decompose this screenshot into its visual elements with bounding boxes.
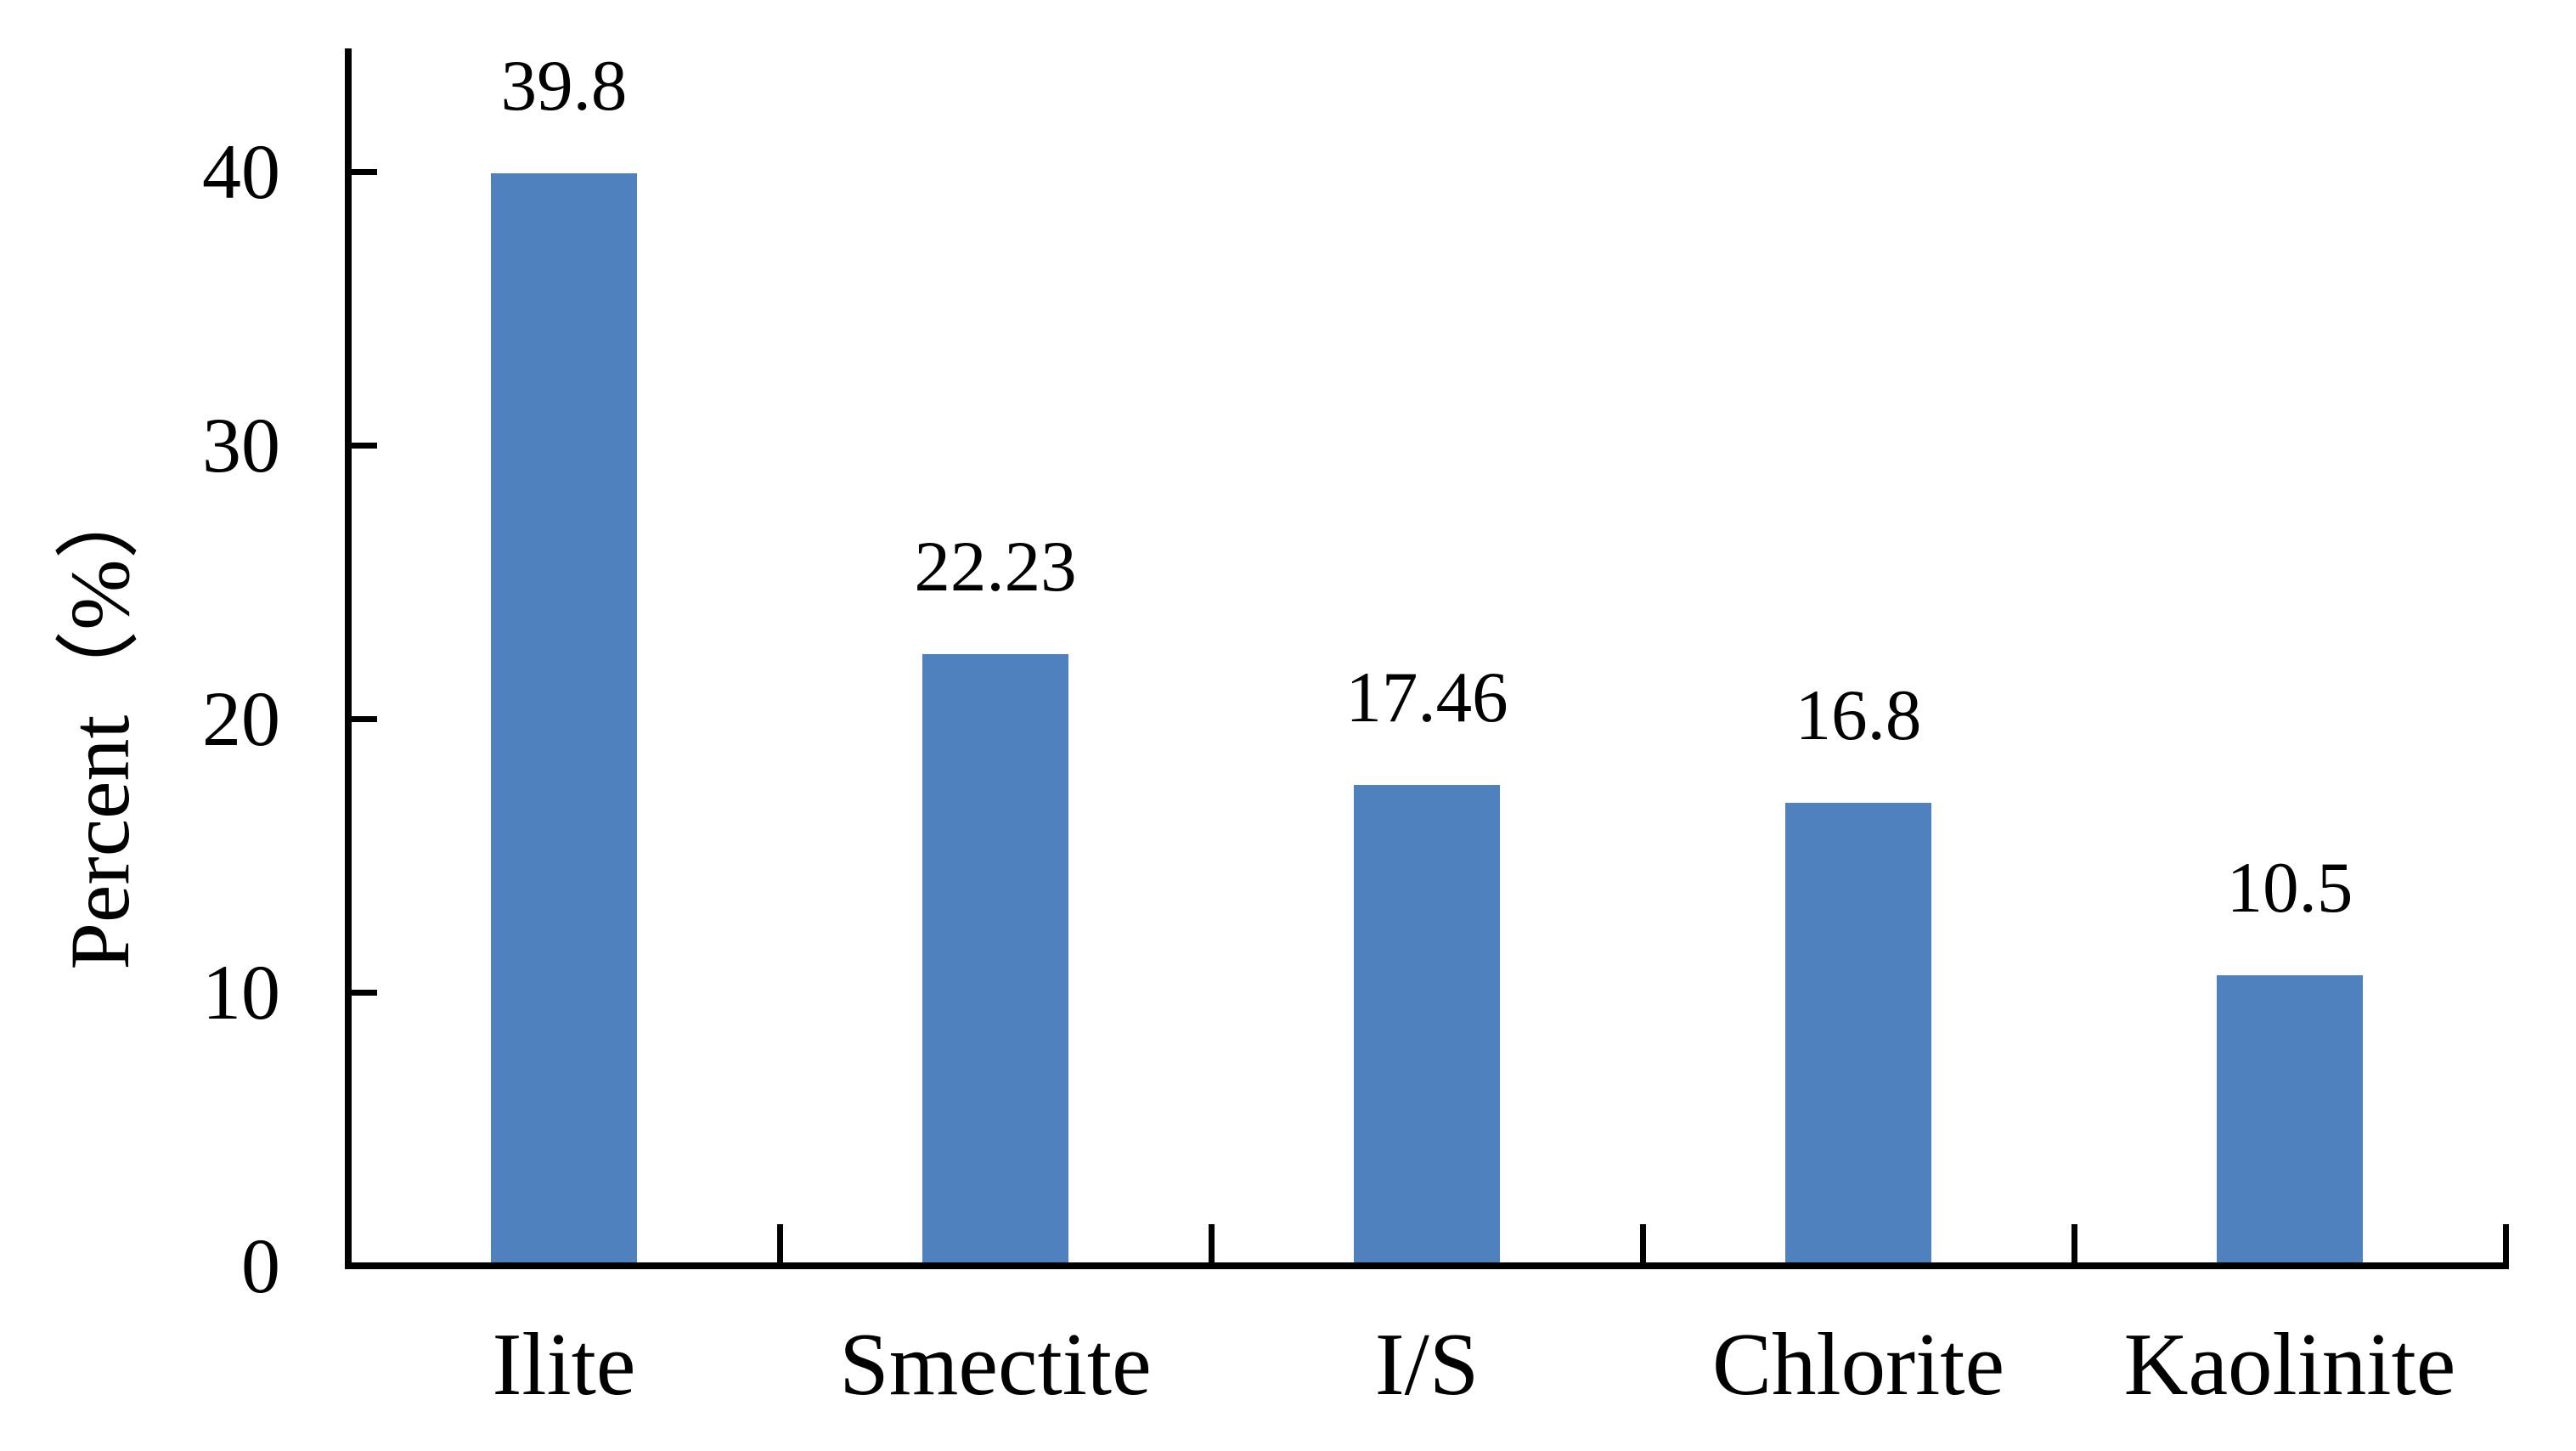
x-axis-tick — [1208, 1224, 1215, 1262]
y-axis-tick — [352, 715, 377, 722]
x-category-label: Kaolinite — [2123, 1314, 2456, 1414]
y-axis-line — [345, 48, 352, 1269]
x-axis-line — [345, 1262, 2509, 1269]
bar-value-label: 17.46 — [1345, 657, 1508, 737]
x-axis-tick — [2071, 1224, 2077, 1262]
x-axis-tick — [1639, 1224, 1646, 1262]
y-axis-tick — [352, 442, 377, 449]
y-tick-label: 30 — [202, 402, 280, 488]
bar-value-label: 22.23 — [914, 527, 1077, 607]
y-tick-label: 40 — [202, 128, 280, 215]
x-axis-tick — [776, 1224, 783, 1262]
bar — [491, 173, 637, 1262]
bar — [1785, 803, 1931, 1262]
x-category-label: Smectite — [839, 1314, 1152, 1414]
x-category-label: Ilite — [492, 1314, 636, 1414]
y-axis-tick — [352, 168, 377, 175]
bar — [1354, 784, 1500, 1262]
y-axis-tick — [352, 989, 377, 996]
bar — [922, 654, 1068, 1262]
bar-value-label: 39.8 — [500, 46, 628, 127]
x-category-label: I/S — [1374, 1314, 1480, 1414]
y-tick-label: 0 — [241, 1222, 280, 1309]
x-category-label: Chlorite — [1711, 1314, 2005, 1414]
y-tick-label: 10 — [202, 949, 280, 1036]
bar — [2217, 974, 2363, 1262]
bar-value-label: 16.8 — [1795, 675, 1922, 756]
bar-value-label: 10.5 — [2226, 847, 2353, 928]
y-tick-label: 20 — [202, 675, 280, 762]
x-axis-tick — [2502, 1224, 2509, 1262]
